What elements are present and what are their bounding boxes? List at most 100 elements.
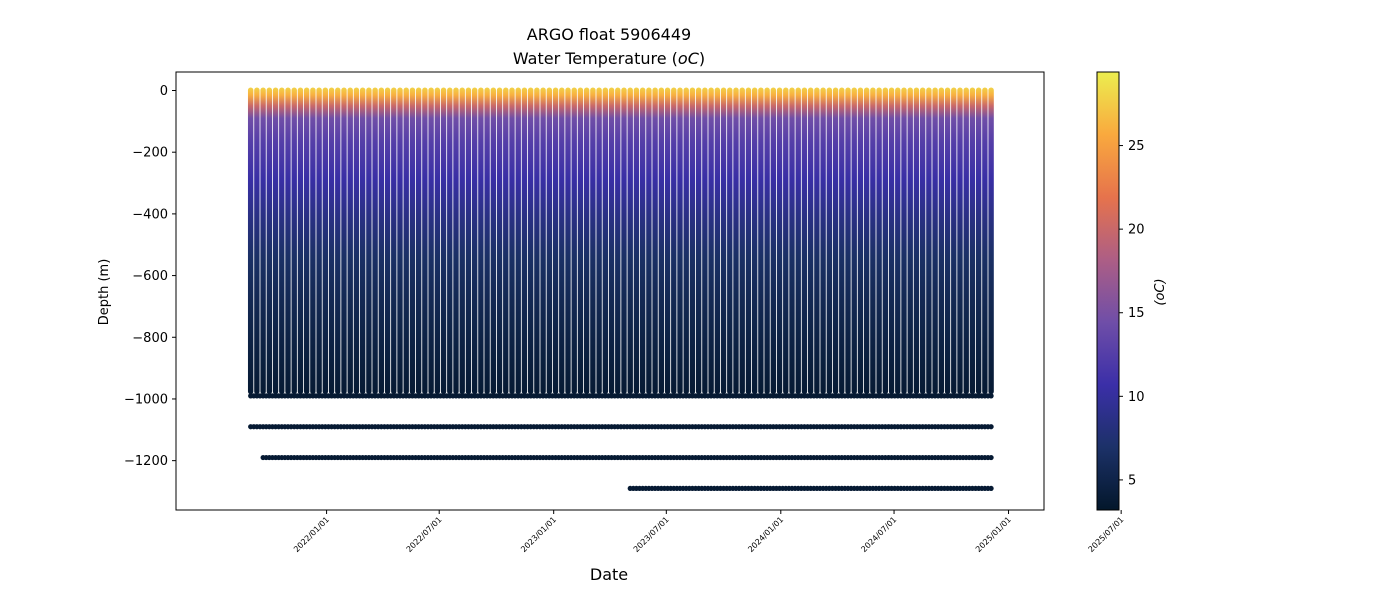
- profile-bar: [272, 87, 279, 395]
- profile-bar: [391, 87, 397, 395]
- profile-bar: [764, 87, 770, 395]
- profile-bar: [503, 87, 509, 395]
- x-tick-label: 2023/01/01: [519, 515, 558, 554]
- profile-bar: [347, 87, 353, 395]
- profile-bar: [702, 87, 708, 395]
- profile-bar: [378, 87, 385, 395]
- profile-bar: [565, 87, 571, 395]
- profile-bar: [372, 87, 378, 395]
- profile-bar: [801, 87, 808, 395]
- profile-bar: [926, 87, 932, 395]
- x-tick-label: 2024/01/01: [746, 515, 785, 554]
- profile-bar: [359, 87, 366, 395]
- y-tick-label: −1200: [124, 454, 168, 469]
- profile-bar: [602, 87, 609, 395]
- profile-bar: [739, 87, 745, 395]
- profile-bar: [988, 87, 994, 395]
- profile-bar: [820, 87, 826, 395]
- profile-bar: [627, 87, 633, 395]
- profile-bar: [863, 87, 870, 395]
- profile-bar: [714, 87, 721, 395]
- colorbar-tick-label: 20: [1128, 223, 1145, 238]
- profile-bar: [639, 87, 646, 395]
- profile-bar: [571, 87, 577, 395]
- profile-bar: [577, 87, 584, 395]
- profile-bar: [465, 87, 472, 395]
- profile-bar: [901, 87, 907, 395]
- deep-point: [988, 424, 994, 430]
- profile-bar: [540, 87, 546, 395]
- profile-bar: [397, 87, 403, 395]
- x-tick-label: 2022/07/01: [405, 515, 444, 554]
- profile-bar: [876, 87, 882, 395]
- profile-bar: [415, 87, 422, 395]
- profile-bar: [496, 87, 503, 395]
- profile-bar: [509, 87, 515, 395]
- chart-subtitle-unit: oC: [678, 49, 700, 68]
- x-tick-label: 2023/07/01: [632, 515, 671, 554]
- colorbar-tick-label: 15: [1128, 306, 1145, 321]
- profile-bar: [895, 87, 901, 395]
- profile-bar: [366, 87, 372, 395]
- profiles-group: [247, 87, 994, 395]
- profile-bar: [266, 87, 273, 395]
- profile-bar: [907, 87, 913, 395]
- profile-bar: [689, 87, 696, 395]
- profile-bar: [708, 87, 714, 395]
- profile-bar: [490, 87, 497, 395]
- profile-bar: [316, 87, 322, 395]
- profile-bar: [471, 87, 478, 395]
- profile-bar: [733, 87, 739, 395]
- profile-bar: [527, 87, 534, 395]
- profile-bar: [758, 87, 764, 395]
- profile-bar: [478, 87, 484, 395]
- y-tick-label: −800: [132, 331, 168, 346]
- profile-bar: [882, 87, 889, 395]
- profile-bar: [546, 87, 553, 395]
- profile-bar: [260, 87, 266, 395]
- profile-bar: [279, 87, 285, 395]
- profile-bar: [590, 87, 596, 395]
- profile-bar: [932, 87, 938, 395]
- profile-bar: [583, 87, 590, 395]
- colorbar-title: (oC): [1153, 278, 1168, 305]
- colorbar-tick-label: 5: [1128, 473, 1136, 488]
- profile-bar: [969, 87, 976, 395]
- y-axis-title: Depth (m): [97, 259, 112, 326]
- profile-bar: [870, 87, 876, 395]
- profile-bar: [770, 87, 777, 395]
- profile-bar: [291, 87, 297, 395]
- profile-bar: [776, 87, 783, 395]
- profile-bar: [552, 87, 559, 395]
- profile-bar: [888, 87, 895, 395]
- profile-bar: [857, 87, 864, 395]
- profile-bar: [839, 87, 845, 395]
- y-tick-label: −600: [132, 269, 168, 284]
- x-tick-label: 2025/07/01: [1087, 515, 1126, 554]
- profile-bar: [247, 87, 254, 395]
- profile-bar: [447, 87, 453, 395]
- x-tick-label: 2022/01/01: [292, 515, 331, 554]
- y-tick-label: −200: [132, 146, 168, 161]
- profile-bar: [409, 87, 416, 395]
- profile-bar: [826, 87, 833, 395]
- profile-bar: [515, 87, 521, 395]
- profile-bar: [459, 87, 465, 395]
- chart-subtitle-close: ): [699, 49, 705, 68]
- profile-bar: [621, 87, 627, 395]
- y-tick-label: 0: [160, 84, 168, 99]
- profile-bar: [783, 87, 789, 395]
- chart-subtitle: Water Temperature (oC): [513, 49, 705, 68]
- colorbar-tick-label: 25: [1128, 139, 1145, 154]
- y-tick-label: −1000: [124, 392, 168, 407]
- profile-bar: [384, 87, 391, 395]
- profile-bar: [720, 87, 727, 395]
- profile-bar: [434, 87, 441, 395]
- colorbar: [1096, 71, 1120, 511]
- profile-bar: [944, 87, 951, 395]
- profile-bar: [353, 87, 360, 395]
- profile-bar: [615, 87, 621, 395]
- profile-bar: [559, 87, 565, 395]
- y-axis: 0 −200 −400 −600 −800 −1000 −1200: [124, 84, 176, 469]
